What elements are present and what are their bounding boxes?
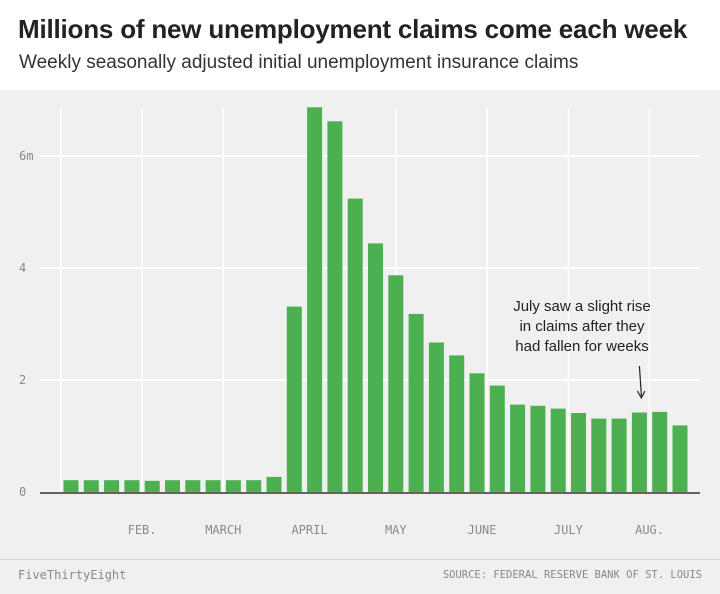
bar-4 [144,480,160,492]
bar-27 [611,418,627,492]
bar-0 [63,480,79,492]
x-axis-ticks: FEB. MARCH APRIL MAY JUNE JULY AUG. [128,523,664,537]
bar-1 [83,480,99,492]
footer-divider [0,559,720,560]
bar-3 [124,480,140,492]
footer-brand: FiveThirtyEight [18,568,127,582]
bar-29 [652,411,668,492]
bar-18 [428,342,444,492]
bar-7 [205,480,221,492]
bar-23 [530,405,546,492]
annotation-line-2: had fallen for weeks [515,338,648,355]
annotation: July saw a slight rise in claims after th… [513,298,651,400]
bar-30 [672,425,688,492]
bar-15 [368,243,383,492]
annotation-arrow-head [636,390,646,400]
x-tick-label-6: AUG. [635,523,664,537]
bar-26 [591,418,607,492]
chart-title: Millions of new unemployment claims come… [18,14,688,44]
bar-19 [449,355,465,492]
bar-2 [104,480,120,492]
y-tick-label-1: 2 [19,373,26,387]
bar-25 [571,413,586,492]
y-axis-ticks: 0 2 4 6m [19,149,33,499]
x-tick-label-1: MARCH [205,523,241,537]
bar-20 [469,373,485,492]
annotation-line-0: July saw a slight rise [513,298,651,315]
bar-28 [631,412,647,492]
y-tick-label-2: 4 [19,261,26,275]
x-tick-label-3: MAY [385,523,407,537]
x-tick-label-0: FEB. [128,523,157,537]
bars [63,107,688,493]
footer-source: SOURCE: FEDERAL RESERVE BANK OF ST. LOUI… [442,569,702,581]
x-tick-label-2: APRIL [291,523,327,537]
bar-14 [347,198,363,492]
bar-13 [327,121,343,493]
x-tick-label-5: JULY [554,523,584,537]
bar-16 [388,275,404,492]
chart-subtitle: Weekly seasonally adjusted initial unemp… [19,52,579,73]
bar-9 [246,480,262,492]
annotation-arrow-shaft [638,365,642,397]
bar-24 [550,408,566,492]
y-tick-label-0: 0 [19,485,26,499]
bar-22 [510,404,526,492]
bar-17 [408,313,424,492]
bar-6 [185,480,201,492]
bar-8 [225,480,241,492]
bar-5 [165,480,180,492]
bar-11 [286,306,302,492]
bar-12 [307,107,323,493]
annotation-line-1: in claims after they [519,318,645,335]
x-tick-label-4: JUNE [468,523,497,537]
bar-21 [489,385,505,492]
y-tick-label-3: 6m [19,149,33,163]
chart-header: Millions of new unemployment claims come… [0,0,720,90]
bar-10 [266,476,282,492]
